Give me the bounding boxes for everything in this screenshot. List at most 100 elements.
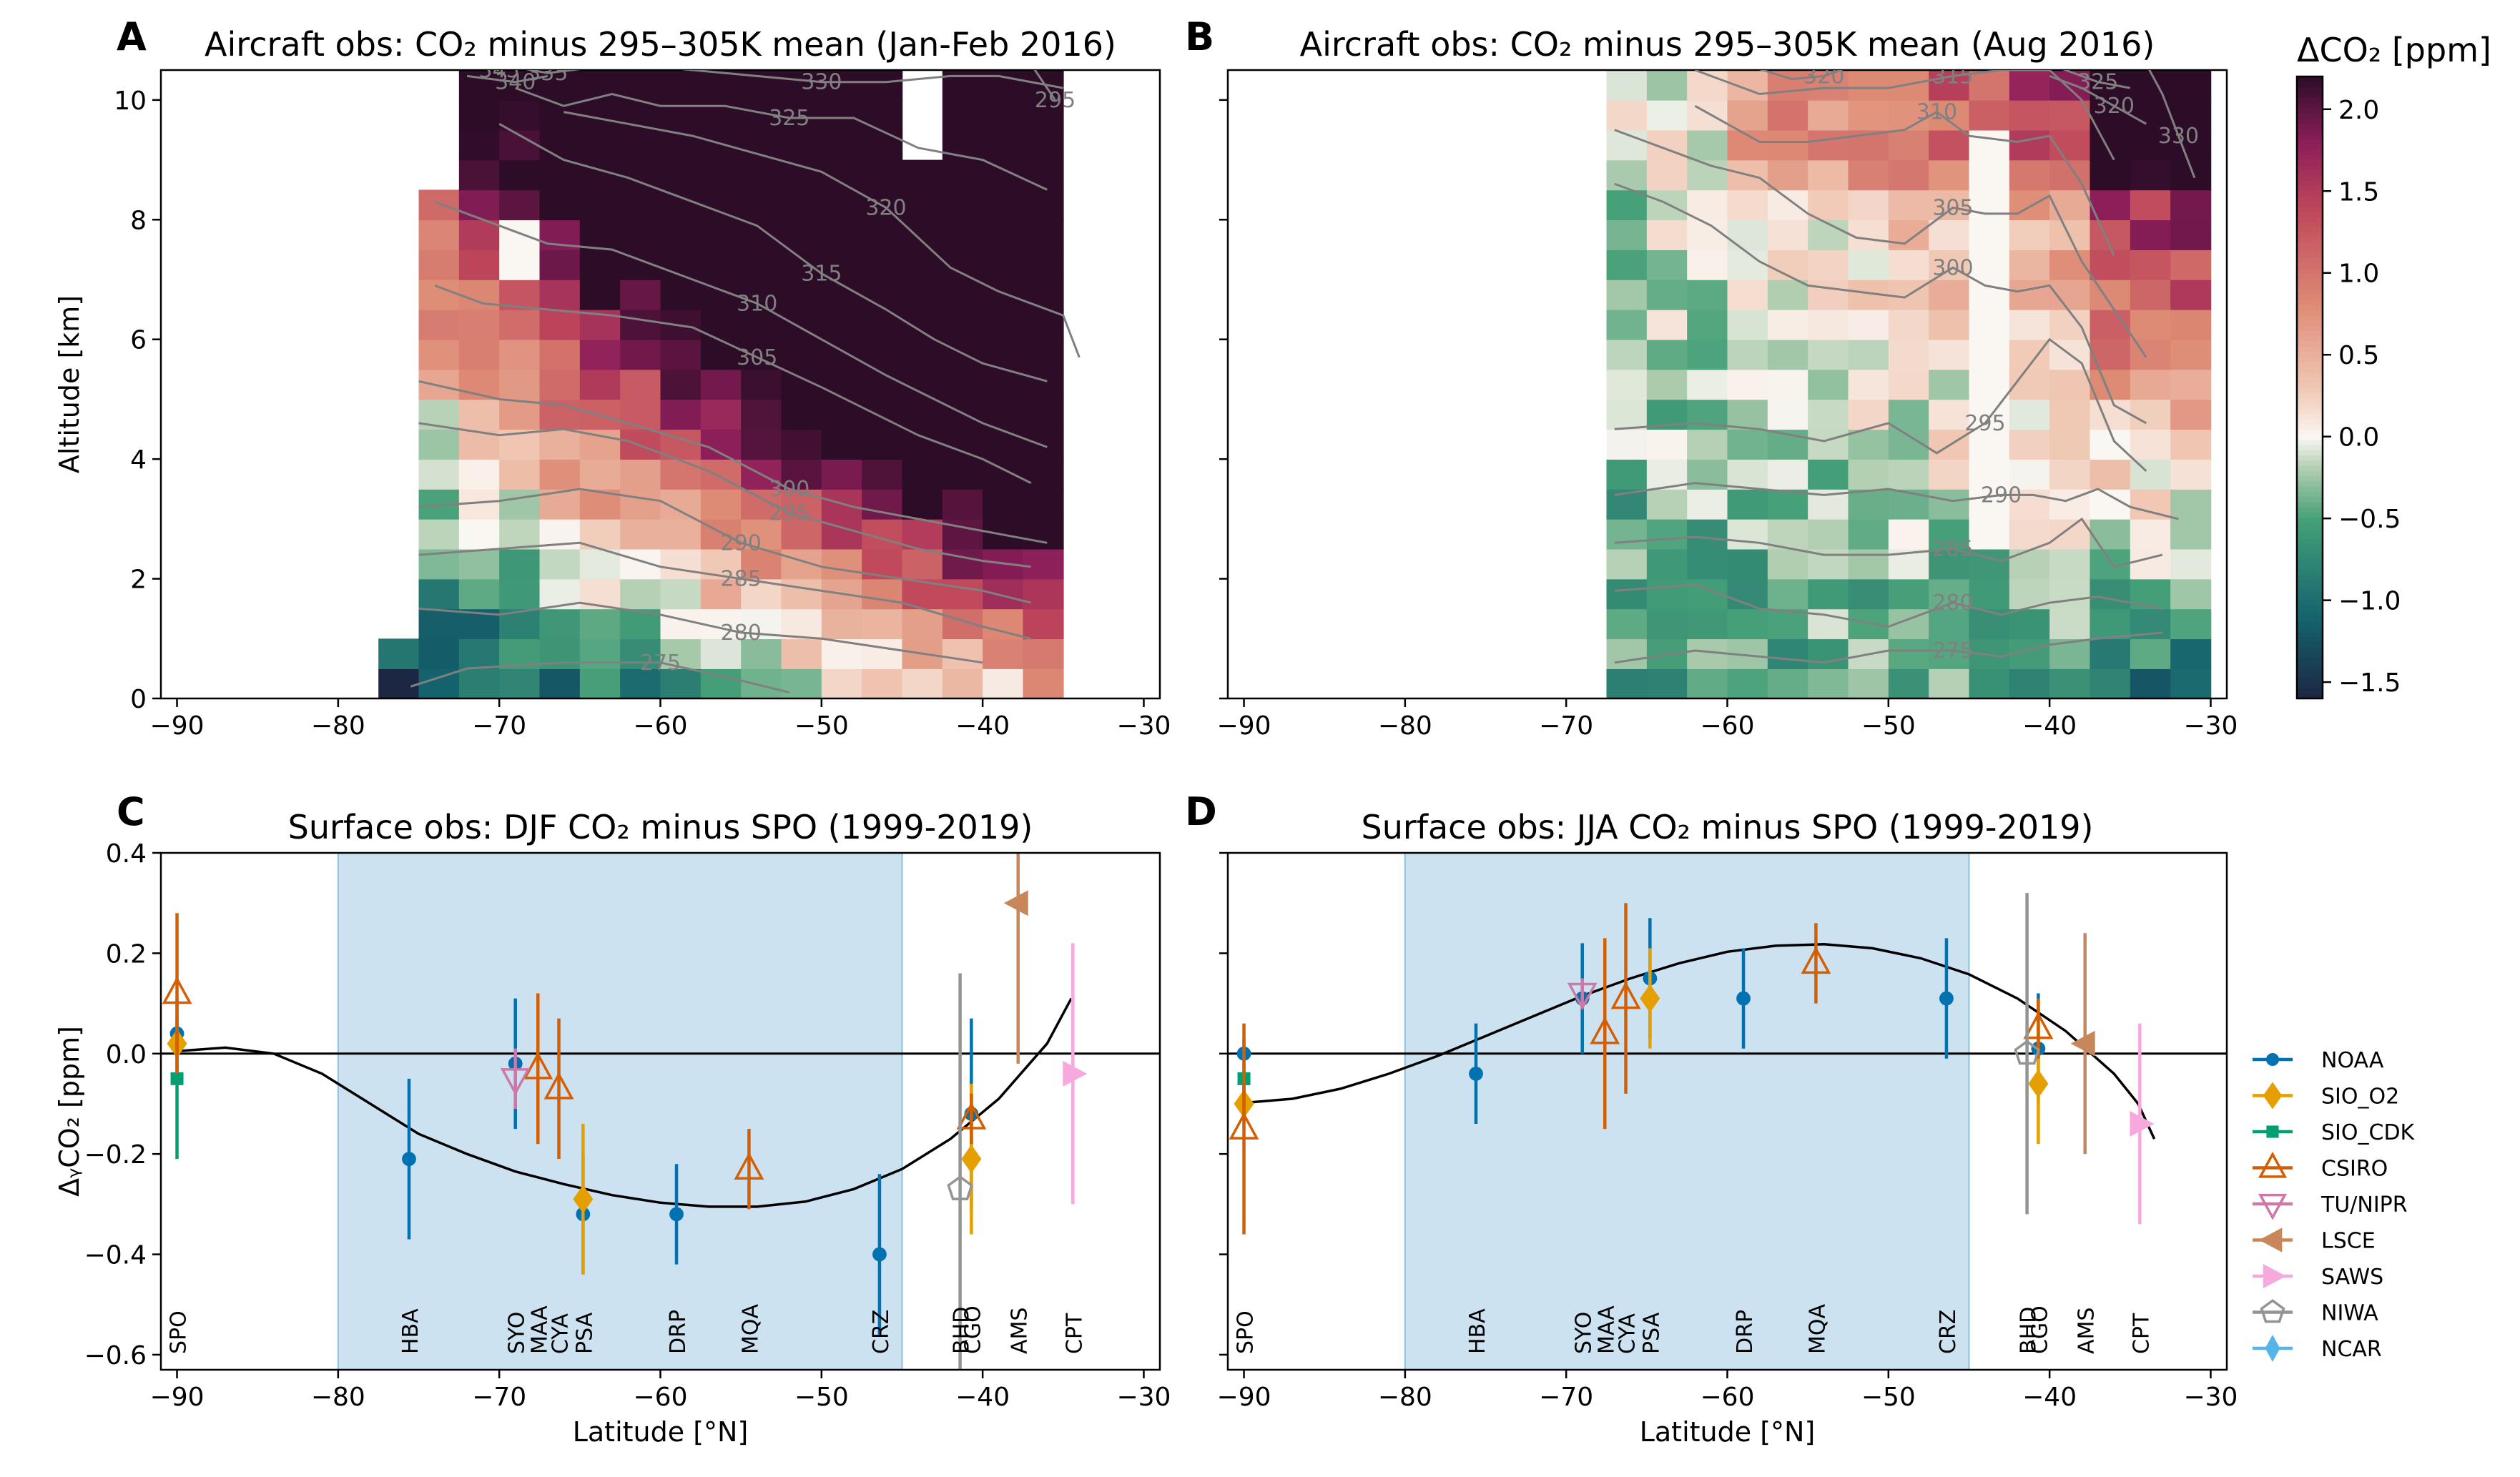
heatmap-cell — [2090, 129, 2131, 161]
heatmap-cell — [1888, 159, 1929, 191]
series-csiro — [162, 913, 987, 1210]
x-tick-label: −80 — [1378, 711, 1432, 741]
heatmap-cell — [539, 250, 581, 280]
heatmap-cell — [418, 250, 460, 280]
heatmap-cell — [458, 518, 500, 550]
heatmap-cell — [1969, 309, 2010, 340]
station-label: SPO — [1234, 1310, 1259, 1354]
heatmap-cell — [418, 280, 460, 310]
heatmap-cell — [821, 250, 862, 280]
colorbar-segment — [2297, 657, 2323, 663]
heatmap-cell — [2090, 399, 2131, 430]
heatmap-cell — [579, 129, 621, 161]
colorbar-segment — [2297, 636, 2323, 643]
x-tick-label: −90 — [1217, 1383, 1271, 1412]
heatmap-cell — [1888, 578, 1929, 610]
theta-contour-line — [418, 541, 1032, 640]
heatmap-cell — [1767, 70, 1808, 101]
heatmap-cell — [579, 219, 621, 250]
heatmap-cell — [700, 489, 742, 520]
heatmap-cell — [579, 638, 621, 669]
theta-contour-label: 275 — [1932, 638, 1973, 663]
heatmap-cell — [1848, 578, 1889, 610]
heatmap-cell — [2049, 518, 2091, 550]
heatmap-cell — [1646, 339, 1688, 370]
x-tick-label: −90 — [150, 1383, 205, 1412]
heatmap-cell — [1929, 638, 1970, 669]
colorbar-tick-label: −0.5 — [2338, 505, 2401, 534]
y-tick-label: −0.4 — [84, 1241, 147, 1270]
heatmap-cell — [660, 159, 702, 191]
heatmap-cell — [1023, 518, 1064, 550]
colorbar-segment — [2297, 206, 2323, 212]
heatmap-cell — [1929, 189, 1970, 221]
heatmap-cell — [781, 578, 822, 610]
heatmap-cell — [902, 548, 943, 580]
heatmap-cell — [458, 399, 500, 430]
legend-label: NIWA — [2321, 1301, 2378, 1326]
heatmap-cell — [1727, 429, 1768, 460]
heatmap-cell — [620, 429, 661, 460]
theta-contour-line — [2062, 70, 2131, 89]
heatmap-cell — [2009, 399, 2050, 430]
colorbar-segment — [2297, 527, 2323, 533]
x-tick-label: −40 — [2022, 711, 2077, 741]
heatmap-cell — [700, 189, 742, 221]
heatmap-cell — [1727, 668, 1768, 698]
heatmap-cell — [1767, 638, 1808, 669]
heatmap-cell — [1767, 578, 1808, 610]
heatmap-cell — [660, 459, 702, 490]
heatmap-cell — [2130, 219, 2171, 250]
fit-curve — [177, 997, 1073, 1208]
data-point-marker — [162, 976, 192, 1004]
heatmap-cell — [378, 638, 420, 669]
heatmap-cell — [620, 159, 661, 191]
colorbar-tick-label: 2.0 — [2338, 96, 2379, 125]
theta-contour-line — [1614, 517, 2163, 568]
heatmap-cell — [620, 638, 661, 669]
theta-contour-label: 300 — [769, 477, 809, 502]
heatmap-cell — [2130, 99, 2171, 131]
heatmap-cell — [1848, 189, 1889, 221]
colorbar-segment — [2297, 408, 2323, 415]
heatmap-cell — [700, 250, 742, 280]
heatmap-cell — [2170, 339, 2212, 370]
colorbar-segment — [2297, 423, 2323, 430]
heatmap-cell — [781, 70, 822, 101]
heatmap-cell — [983, 280, 1024, 310]
theta-contour-label: 295 — [1035, 88, 1076, 113]
heatmap-cell — [902, 668, 943, 698]
heatmap-cell — [579, 369, 621, 400]
heatmap-cell — [1848, 548, 1889, 580]
colorbar-segment — [2297, 485, 2323, 492]
heatmap-cell — [660, 578, 702, 610]
x-tick-label: −70 — [1539, 711, 1593, 741]
colorbar-segment — [2297, 174, 2323, 181]
colorbar-segment — [2297, 87, 2323, 93]
heatmap-cell — [902, 489, 943, 520]
heatmap-cell — [902, 459, 943, 490]
heatmap-cell — [1727, 399, 1768, 430]
heatmap-cell — [1969, 668, 2010, 698]
theta-contour-line — [410, 661, 790, 694]
heatmap-cell — [539, 309, 581, 340]
heatmap-cell — [942, 189, 983, 221]
x-tick-label: −70 — [472, 1383, 526, 1412]
heatmap-cell — [1646, 159, 1688, 191]
heatmap-cell — [1023, 578, 1064, 610]
heatmap-cell — [660, 339, 702, 370]
heatmap-cell — [1023, 309, 1064, 340]
y-tick-label: 2 — [130, 565, 147, 595]
heatmap-cell — [1969, 99, 2010, 131]
heatmap-cell — [862, 578, 903, 610]
heatmap-cell — [983, 250, 1024, 280]
heatmap-cell — [2009, 70, 2050, 101]
heatmap-cell — [1606, 280, 1648, 310]
theta-contour-label: 285 — [1932, 537, 1973, 562]
heatmap-cell — [2049, 399, 2091, 430]
heatmap-cell — [1687, 250, 1728, 280]
heatmap-cell — [1848, 459, 1889, 490]
heatmap-cell — [942, 429, 983, 460]
colorbar-segment — [2297, 605, 2323, 611]
